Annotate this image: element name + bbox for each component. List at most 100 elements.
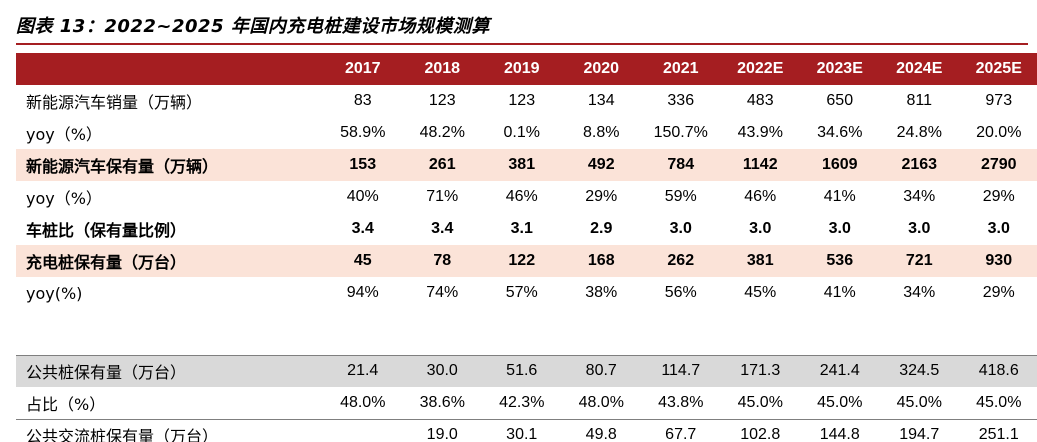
table-cell: 71% <box>426 188 459 205</box>
table-cell: 48.0% <box>578 393 624 411</box>
figure-title: 图表 13：2022~2025 年国内充电桩建设市场规模测算 <box>16 13 1028 45</box>
row-label: 公共桩保有量（万台） <box>16 354 323 387</box>
table-cell: 45 <box>323 245 403 277</box>
table-cell: 42.3% <box>499 393 545 411</box>
table-row: 新能源汽车保有量（万辆） 153 261 381 492 784 1142 16… <box>16 149 1037 181</box>
table-cell: 3.0 <box>987 220 1010 237</box>
column-header: 2019 <box>482 53 562 85</box>
table-cell: 2.9 <box>590 220 613 237</box>
table-cell: 78 <box>402 245 482 277</box>
table-cell: 58.9% <box>340 124 386 141</box>
table-cell: 40% <box>346 188 379 205</box>
table-cell: 194.7 <box>879 418 959 442</box>
column-header: 2023E <box>800 53 880 85</box>
table-cell: 29% <box>982 188 1015 205</box>
table-cell: 45.0% <box>896 393 942 411</box>
table-cell: 46% <box>744 188 777 205</box>
column-header: 2025E <box>959 53 1037 85</box>
table-cell: 3.0 <box>828 220 851 237</box>
header-empty-cell <box>16 53 323 85</box>
table-cell: 30.0 <box>402 354 482 387</box>
table-cell: 251.1 <box>959 418 1037 442</box>
table-cell: 122 <box>482 245 562 277</box>
table-cell: 41% <box>823 284 856 301</box>
table-cell: 8.8% <box>583 124 620 141</box>
table-cell: 381 <box>482 149 562 181</box>
column-header: 2022E <box>720 53 800 85</box>
table-cell: 324.5 <box>879 354 959 387</box>
column-header: 2024E <box>879 53 959 85</box>
table-cell: 784 <box>641 149 721 181</box>
table-cell: 144.8 <box>800 418 880 442</box>
table-cell: 21.4 <box>323 354 403 387</box>
table-cell: 20.0% <box>976 124 1022 141</box>
table-cell: 41% <box>823 188 856 205</box>
table-cell: 2163 <box>879 149 959 181</box>
table-cell: 241.4 <box>800 354 880 387</box>
row-label: yoy（%） <box>26 189 102 208</box>
table-cell: 418.6 <box>959 354 1037 387</box>
row-label: yoy(%) <box>26 283 83 303</box>
table-cell: 114.7 <box>641 354 721 387</box>
table-cell: 3.4 <box>431 220 454 237</box>
table-cell: 536 <box>800 245 880 277</box>
table-cell: 102.8 <box>720 418 800 442</box>
row-label: 充电桩保有量（万台） <box>16 245 323 277</box>
row-label: 车桩比（保有量比例） <box>26 221 187 240</box>
table-cell: 45% <box>744 284 777 301</box>
column-header: 2018 <box>402 53 482 85</box>
table-cell: 261 <box>402 149 482 181</box>
table-cell: 492 <box>561 149 641 181</box>
table-cell: 45.0% <box>976 393 1022 411</box>
table-cell: 80.7 <box>561 354 641 387</box>
table-row: 占比（%） 48.0% 38.6% 42.3% 48.0% 43.8% 45.0… <box>16 387 1037 419</box>
charging-pile-market-table: 2017 2018 2019 2020 2021 2022E 2023E 202… <box>16 53 1037 442</box>
table-row: yoy(%) 94% 74% 57% 38% 56% 45% 41% 34% 2… <box>16 277 1037 309</box>
table-cell: 45.0% <box>817 393 863 411</box>
row-label: 公共交流桩保有量（万台） <box>16 418 323 442</box>
table-cell: 59% <box>664 188 697 205</box>
table-row: 充电桩保有量（万台） 45 78 122 168 262 381 536 721… <box>16 245 1037 277</box>
table-cell: 1142 <box>720 149 800 181</box>
column-header: 2020 <box>561 53 641 85</box>
table-cell: 46% <box>505 188 538 205</box>
table-cell: 30.1 <box>482 418 562 442</box>
table-cell: 43.9% <box>737 124 783 141</box>
table-cell: 24.8% <box>896 124 942 141</box>
table-cell: 43.8% <box>658 393 704 411</box>
table-row: 车桩比（保有量比例） 3.4 3.4 3.1 2.9 3.0 3.0 3.0 3… <box>16 213 1037 245</box>
table-cell: 168 <box>561 245 641 277</box>
table-cell <box>323 418 403 442</box>
table-row: 公共桩保有量（万台） 21.4 30.0 51.6 80.7 114.7 171… <box>16 354 1037 387</box>
table-cell: 3.0 <box>908 220 931 237</box>
table-cell: 150.7% <box>653 124 708 141</box>
table-cell: 94% <box>346 284 379 301</box>
table-cell: 3.4 <box>351 220 374 237</box>
table-cell: 123 <box>428 92 456 109</box>
table-cell: 29% <box>982 284 1015 301</box>
table-cell: 171.3 <box>720 354 800 387</box>
column-header: 2021 <box>641 53 721 85</box>
table-cell: 2790 <box>959 149 1037 181</box>
table-cell: 0.1% <box>503 124 540 141</box>
table-cell: 45.0% <box>737 393 783 411</box>
spacer-cell <box>16 309 1037 355</box>
header-row: 2017 2018 2019 2020 2021 2022E 2023E 202… <box>16 53 1037 85</box>
table-cell: 973 <box>985 92 1013 109</box>
table-cell: 48.0% <box>340 393 386 411</box>
table-cell: 49.8 <box>561 418 641 442</box>
table-cell: 650 <box>826 92 854 109</box>
table-cell: 34.6% <box>817 124 863 141</box>
table-cell: 3.0 <box>669 220 692 237</box>
table-cell: 3.1 <box>510 220 533 237</box>
row-label: yoy（%） <box>26 125 102 144</box>
row-label: 新能源汽车保有量（万辆） <box>16 149 323 181</box>
table-cell: 336 <box>667 92 695 109</box>
table-cell: 153 <box>323 149 403 181</box>
table-cell: 811 <box>906 92 932 109</box>
column-header: 2017 <box>323 53 403 85</box>
table-row: yoy（%） 40% 71% 46% 29% 59% 46% 41% 34% 2… <box>16 181 1037 213</box>
table-cell: 19.0 <box>402 418 482 442</box>
table-cell: 1609 <box>800 149 880 181</box>
row-label: 占比（%） <box>26 394 106 414</box>
